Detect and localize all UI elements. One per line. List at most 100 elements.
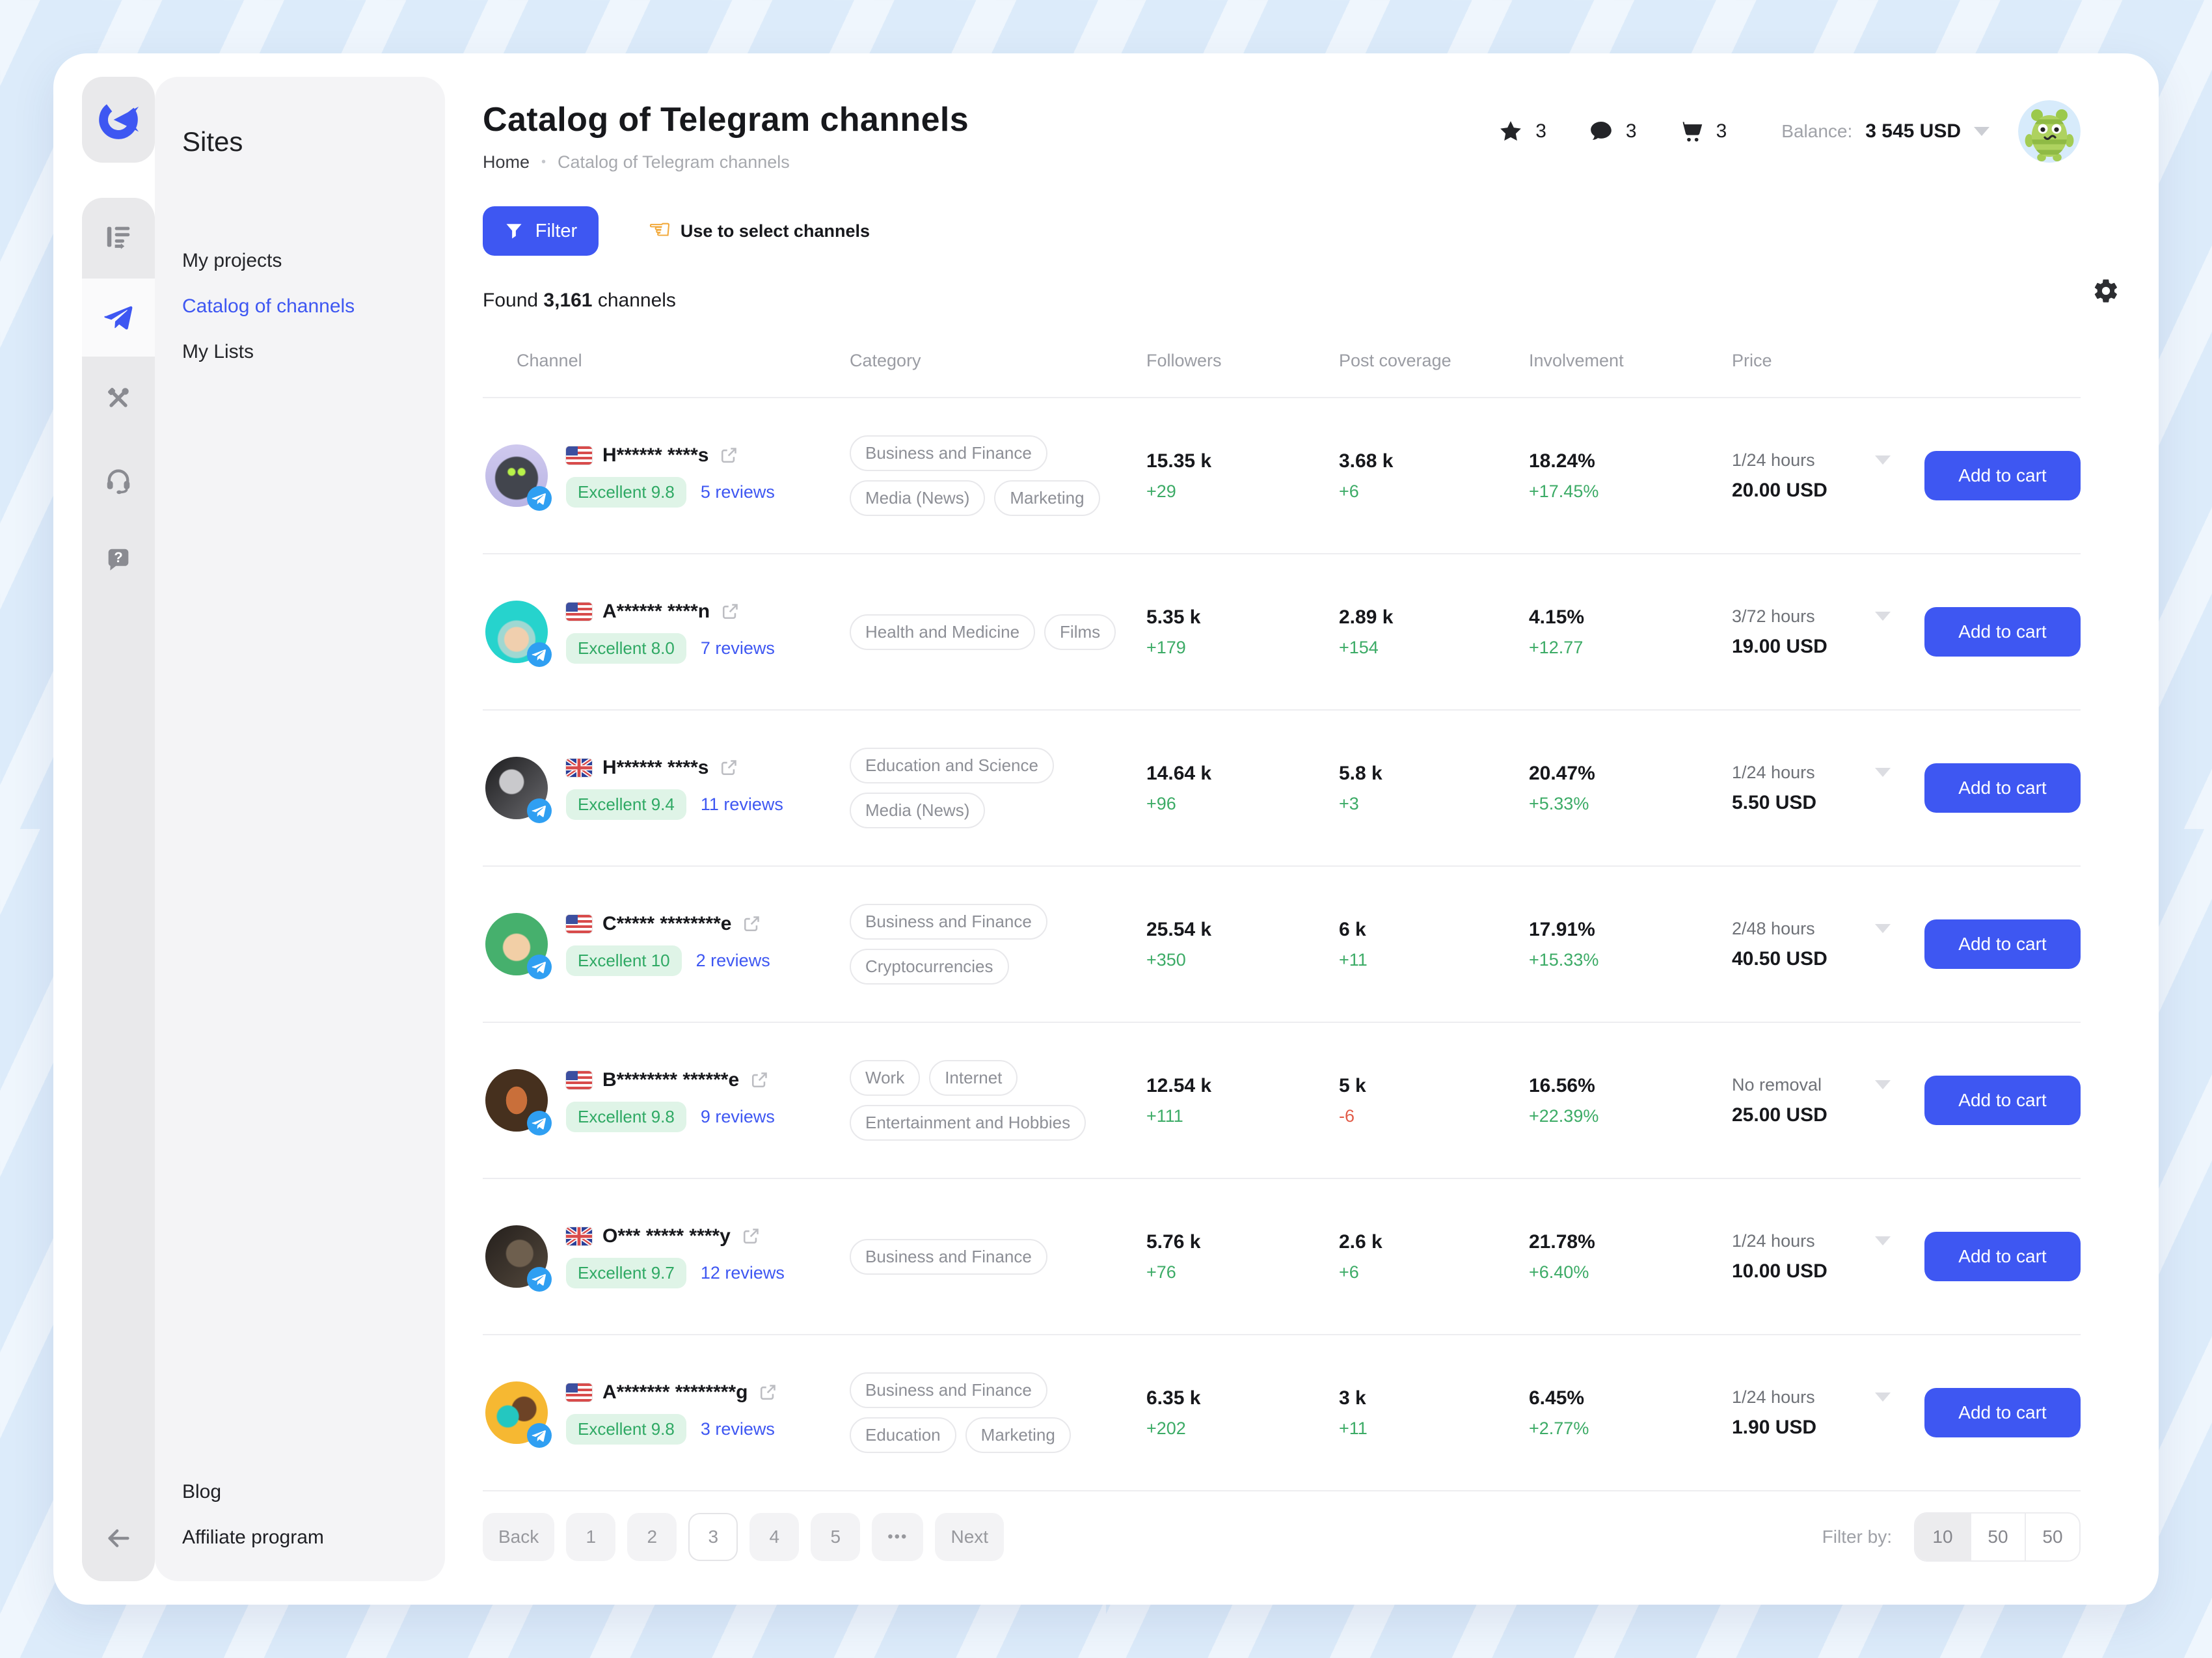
page-title: Catalog of Telegram channels — [483, 101, 969, 139]
external-link-icon[interactable] — [749, 1070, 769, 1090]
sidebar-item-my-projects[interactable]: My projects — [182, 250, 282, 271]
channel-avatar[interactable] — [485, 757, 552, 823]
channel-rating-line: Excellent 10 2 reviews — [566, 945, 770, 976]
table-settings-button[interactable] — [2092, 277, 2120, 310]
pagination-page-3[interactable]: 3 — [688, 1513, 738, 1561]
external-link-icon[interactable] — [742, 914, 761, 934]
sidebar-title: Sites — [182, 126, 243, 157]
channel-name: A******* ********g — [602, 1381, 748, 1403]
reviews-link[interactable]: 2 reviews — [695, 950, 770, 970]
price-term-dropdown[interactable]: 1/24 hours — [1732, 1387, 1891, 1407]
filter-button[interactable]: Filter — [483, 206, 599, 256]
price-term-dropdown[interactable]: 2/48 hours — [1732, 919, 1891, 939]
channel-name-link[interactable]: H****** ****s — [566, 444, 775, 467]
channel-avatar[interactable] — [485, 1069, 552, 1135]
page-size-option-0[interactable]: 10 — [1915, 1514, 1970, 1560]
reviews-link[interactable]: 7 reviews — [700, 638, 775, 658]
followers-value: 5.35 k — [1146, 606, 1201, 628]
category-tag: Media (News) — [850, 480, 986, 516]
channel-avatar[interactable] — [485, 601, 552, 667]
pagination-next-button[interactable]: Next — [935, 1513, 1005, 1561]
pagination-page-1[interactable]: 1 — [566, 1513, 616, 1561]
price-cell: 1/24 hours 10.00 USD — [1732, 1231, 1924, 1283]
price-term-dropdown[interactable]: 3/72 hours — [1732, 606, 1891, 627]
price-value: 25.00 USD — [1732, 1104, 1828, 1126]
reviews-link[interactable]: 9 reviews — [700, 1106, 775, 1126]
external-link-icon[interactable] — [720, 602, 740, 621]
channel-name-link[interactable]: A****** ****n — [566, 601, 775, 623]
coverage-delta: -6 — [1339, 1106, 1355, 1126]
category-tag: Internet — [929, 1060, 1018, 1096]
external-link-icon[interactable] — [758, 1383, 777, 1402]
reviews-link[interactable]: 5 reviews — [700, 482, 775, 502]
channel-avatar[interactable] — [485, 444, 552, 511]
channel-name-link[interactable]: O*** ***** ****y — [566, 1225, 785, 1247]
price-term: No removal — [1732, 1074, 1822, 1094]
table-row: C***** ********e Excellent 10 2 reviews … — [483, 867, 2081, 1023]
involvement-cell: 21.78% +6.40% — [1529, 1231, 1732, 1283]
followers-value: 12.54 k — [1146, 1074, 1212, 1096]
post-coverage-cell: 2.6 k +6 — [1339, 1231, 1529, 1283]
sidebar-footer-blog[interactable]: Blog — [182, 1481, 222, 1502]
channel-name-link[interactable]: A******* ********g — [566, 1381, 777, 1404]
category-cell: Business and Finance — [850, 1238, 1120, 1275]
channel-name-link[interactable]: C***** ********e — [566, 913, 770, 935]
channel-info: A****** ****n Excellent 8.0 7 reviews — [566, 601, 775, 664]
channel-name-link[interactable]: B******** ******e — [566, 1069, 775, 1091]
add-to-cart-button[interactable]: Add to cart — [1924, 763, 2081, 813]
chat-counter[interactable]: 3 — [1588, 118, 1637, 144]
price-term-dropdown[interactable]: 1/24 hours — [1732, 763, 1891, 783]
external-link-icon[interactable] — [719, 446, 738, 465]
reviews-link[interactable]: 3 reviews — [700, 1419, 775, 1439]
followers-cell: 5.35 k +179 — [1146, 606, 1339, 658]
cart-counter[interactable]: 3 — [1679, 118, 1727, 144]
telegram-badge-icon — [527, 642, 552, 667]
pagination-page-5[interactable]: 5 — [811, 1513, 861, 1561]
user-avatar[interactable] — [2018, 100, 2081, 163]
external-link-icon[interactable] — [741, 1227, 761, 1246]
breadcrumb-home-link[interactable]: Home — [483, 152, 530, 172]
page-size-option-2[interactable]: 50 — [2025, 1514, 2079, 1560]
add-to-cart-button[interactable]: Add to cart — [1924, 1232, 2081, 1281]
involvement-cell: 6.45% +2.77% — [1529, 1387, 1732, 1439]
add-to-cart-button[interactable]: Add to cart — [1924, 919, 2081, 969]
page-size-option-1[interactable]: 50 — [1970, 1514, 2025, 1560]
add-to-cart-button[interactable]: Add to cart — [1924, 451, 2081, 500]
channel-avatar[interactable] — [485, 1225, 552, 1292]
monster-avatar-icon — [2018, 100, 2081, 163]
price-term-dropdown[interactable]: 1/24 hours — [1732, 450, 1891, 470]
reviews-link[interactable]: 12 reviews — [700, 1262, 785, 1283]
pagination-back-button[interactable]: Back — [483, 1513, 555, 1561]
balance[interactable]: Balance: 3 545 USD — [1781, 120, 1989, 143]
add-to-cart-button[interactable]: Add to cart — [1924, 607, 2081, 657]
star-counter[interactable]: 3 — [1498, 118, 1546, 144]
sidebar-item-catalog-of-channels[interactable]: Catalog of channels — [182, 295, 355, 317]
app-logo[interactable] — [82, 77, 155, 163]
tools-icon[interactable] — [82, 383, 155, 414]
price-term-dropdown[interactable]: 1/24 hours — [1732, 1231, 1891, 1251]
my-projects-icon[interactable] — [82, 221, 155, 252]
chevron-down-icon — [1875, 455, 1891, 465]
channel-cell: H****** ****s Excellent 9.8 5 reviews — [483, 444, 850, 511]
reviews-link[interactable]: 11 reviews — [700, 794, 783, 814]
catalog-of-channels-icon[interactable] — [82, 279, 155, 357]
sidebar-footer-affiliate-program[interactable]: Affiliate program — [182, 1527, 324, 1548]
price-term-dropdown[interactable]: No removal — [1732, 1075, 1891, 1095]
channel-name-link[interactable]: H****** ****s — [566, 757, 783, 779]
channel-avatar[interactable] — [485, 1381, 552, 1448]
add-to-cart-button[interactable]: Add to cart — [1924, 1076, 2081, 1125]
pagination-page-4[interactable]: 4 — [749, 1513, 800, 1561]
channel-avatar[interactable] — [485, 913, 552, 979]
pagination-page-2[interactable]: 2 — [627, 1513, 677, 1561]
external-link-icon[interactable] — [719, 758, 738, 778]
add-to-cart-button[interactable]: Add to cart — [1924, 1388, 2081, 1437]
counter-value: 3 — [1625, 120, 1637, 142]
help-icon[interactable]: ? — [82, 544, 155, 575]
support-headset-icon[interactable] — [82, 465, 155, 496]
rating-badge: Excellent 9.8 — [566, 1101, 686, 1132]
collapse-sidebar-button[interactable] — [82, 1523, 155, 1554]
sidebar-item-my-lists[interactable]: My Lists — [182, 341, 254, 362]
post-coverage-cell: 5.8 k +3 — [1339, 763, 1529, 814]
pagination-ellipsis-button[interactable]: ••• — [872, 1513, 924, 1561]
coverage-delta: +6 — [1339, 481, 1359, 501]
